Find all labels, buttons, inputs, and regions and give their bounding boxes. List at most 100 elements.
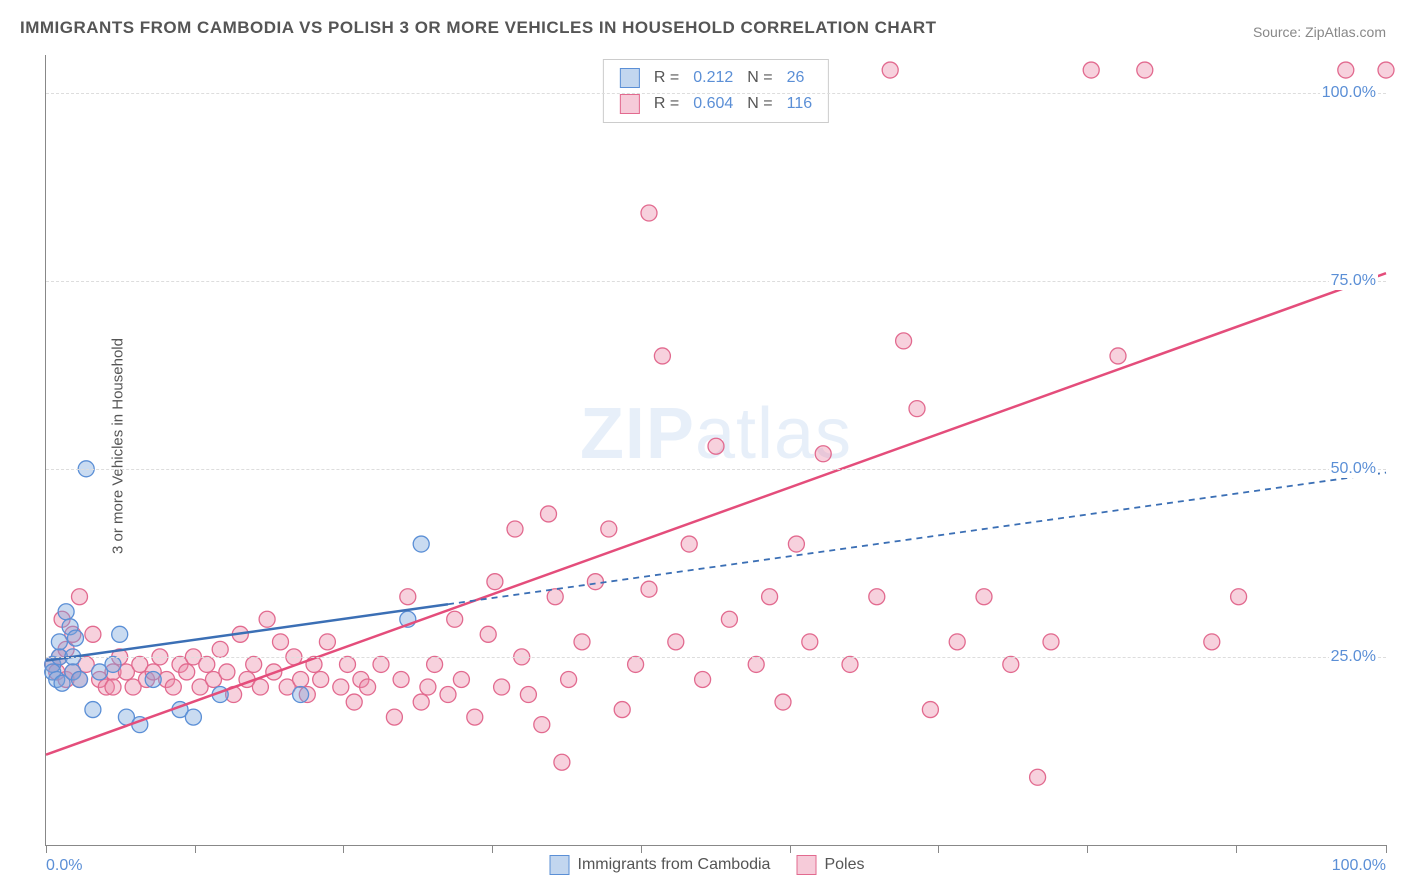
data-point xyxy=(185,709,201,725)
data-point xyxy=(447,611,463,627)
data-point xyxy=(976,589,992,605)
data-point xyxy=(721,611,737,627)
data-point xyxy=(1338,62,1354,78)
data-point xyxy=(547,589,563,605)
data-point xyxy=(1231,589,1247,605)
correlation-legend: R =0.212N =26R =0.604N =116 xyxy=(603,59,829,123)
data-point xyxy=(1110,348,1126,364)
data-point xyxy=(85,702,101,718)
x-tick xyxy=(641,845,642,853)
data-point xyxy=(165,679,181,695)
y-tick-label: 75.0% xyxy=(1329,272,1378,290)
data-point xyxy=(413,694,429,710)
data-point xyxy=(654,348,670,364)
data-point xyxy=(574,634,590,650)
data-point xyxy=(869,589,885,605)
data-point xyxy=(842,656,858,672)
data-point xyxy=(319,634,335,650)
trend-line xyxy=(46,273,1386,755)
data-point xyxy=(105,679,121,695)
y-tick-label: 100.0% xyxy=(1320,84,1378,102)
data-point xyxy=(58,604,74,620)
data-point xyxy=(815,446,831,462)
data-point xyxy=(949,634,965,650)
legend-n-value: 116 xyxy=(781,92,819,116)
data-point xyxy=(413,536,429,552)
data-point xyxy=(246,656,262,672)
data-point xyxy=(386,709,402,725)
x-tick xyxy=(1236,845,1237,853)
legend-swatch xyxy=(620,68,640,88)
data-point xyxy=(72,671,88,687)
data-point xyxy=(85,626,101,642)
source-label: Source: ZipAtlas.com xyxy=(1253,24,1386,40)
data-point xyxy=(72,589,88,605)
data-point xyxy=(1204,634,1220,650)
data-point xyxy=(1378,62,1394,78)
legend-r-label: R = xyxy=(648,92,685,116)
data-point xyxy=(708,438,724,454)
data-point xyxy=(1137,62,1153,78)
data-point xyxy=(393,671,409,687)
data-point xyxy=(587,574,603,590)
gridline xyxy=(46,469,1386,470)
x-tick xyxy=(343,845,344,853)
chart-title: IMMIGRANTS FROM CAMBODIA VS POLISH 3 OR … xyxy=(20,18,937,38)
x-tick xyxy=(938,845,939,853)
data-point xyxy=(1030,769,1046,785)
data-point xyxy=(219,664,235,680)
data-point xyxy=(453,671,469,687)
y-tick-label: 50.0% xyxy=(1329,460,1378,478)
data-point xyxy=(494,679,510,695)
legend-row: R =0.212N =26 xyxy=(614,66,818,90)
x-axis-max-label: 100.0% xyxy=(1332,857,1386,875)
data-point xyxy=(788,536,804,552)
legend-swatch xyxy=(796,855,816,875)
legend-series-label: Immigrants from Cambodia xyxy=(578,856,771,874)
chart-container: IMMIGRANTS FROM CAMBODIA VS POLISH 3 OR … xyxy=(0,0,1406,892)
data-point xyxy=(554,754,570,770)
data-point xyxy=(360,679,376,695)
data-point xyxy=(601,521,617,537)
legend-n-label: N = xyxy=(741,66,778,90)
plot-area: ZIPatlas R =0.212N =26R =0.604N =116 0.0… xyxy=(45,55,1386,846)
data-point xyxy=(145,671,161,687)
legend-swatch xyxy=(550,855,570,875)
data-point xyxy=(922,702,938,718)
data-point xyxy=(212,641,228,657)
y-tick-label: 25.0% xyxy=(1329,648,1378,666)
data-point xyxy=(1043,634,1059,650)
data-point xyxy=(420,679,436,695)
data-point xyxy=(909,401,925,417)
data-point xyxy=(333,679,349,695)
data-point xyxy=(480,626,496,642)
data-point xyxy=(340,656,356,672)
data-point xyxy=(112,626,128,642)
data-point xyxy=(641,581,657,597)
data-point xyxy=(400,589,416,605)
x-tick xyxy=(790,845,791,853)
data-point xyxy=(487,574,503,590)
legend-n-label: N = xyxy=(741,92,778,116)
data-point xyxy=(440,687,456,703)
data-point xyxy=(427,656,443,672)
x-tick xyxy=(195,845,196,853)
data-point xyxy=(346,694,362,710)
gridline xyxy=(46,281,1386,282)
data-point xyxy=(695,671,711,687)
legend-n-value: 26 xyxy=(781,66,819,90)
data-point xyxy=(534,717,550,733)
data-point xyxy=(775,694,791,710)
data-point xyxy=(561,671,577,687)
data-point xyxy=(67,630,83,646)
data-point xyxy=(520,687,536,703)
data-point xyxy=(259,611,275,627)
x-tick xyxy=(1386,845,1387,853)
legend-r-label: R = xyxy=(648,66,685,90)
data-point xyxy=(681,536,697,552)
x-tick xyxy=(1087,845,1088,853)
data-point xyxy=(105,656,121,672)
x-axis-min-label: 0.0% xyxy=(46,857,82,875)
data-point xyxy=(628,656,644,672)
data-point xyxy=(467,709,483,725)
